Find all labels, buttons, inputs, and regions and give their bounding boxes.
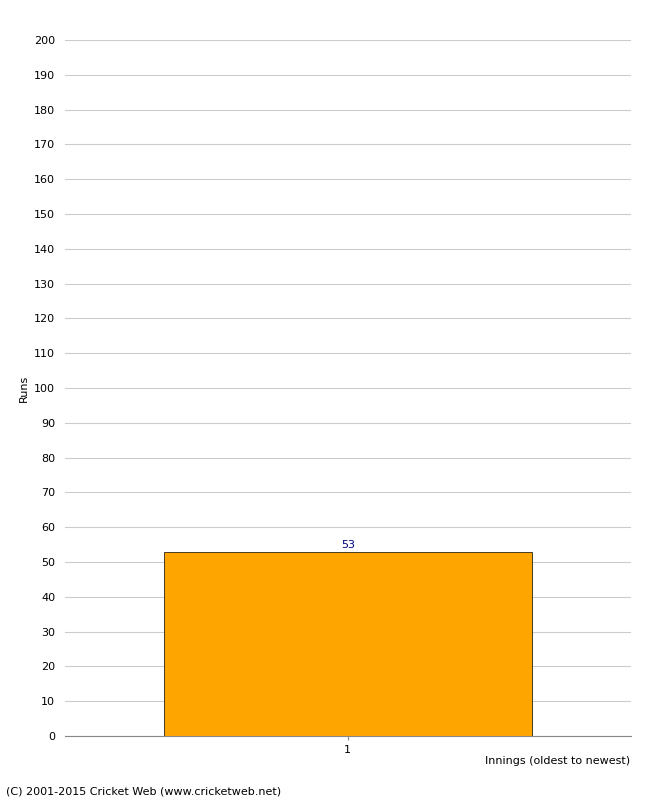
Text: Innings (oldest to newest): Innings (oldest to newest) — [486, 756, 630, 766]
Text: 53: 53 — [341, 540, 355, 550]
Y-axis label: Runs: Runs — [19, 374, 29, 402]
Bar — [164, 551, 532, 736]
Text: (C) 2001-2015 Cricket Web (www.cricketweb.net): (C) 2001-2015 Cricket Web (www.cricketwe… — [6, 786, 281, 796]
